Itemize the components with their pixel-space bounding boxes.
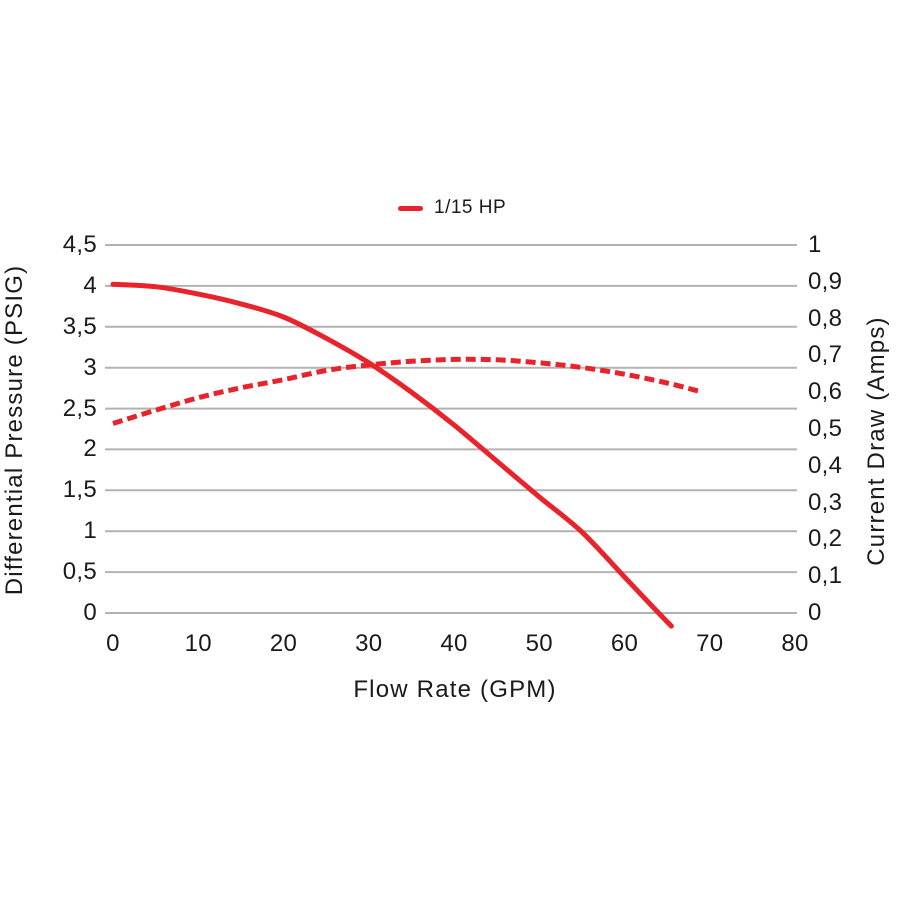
y-right-tick-label: 0,2 xyxy=(808,525,843,553)
y-left-tick-label: 4 xyxy=(83,271,97,299)
x-axis-title: Flow Rate (GPM) xyxy=(353,676,557,703)
legend: 1/15 HP xyxy=(398,197,506,219)
x-tick-label: 80 xyxy=(781,630,809,657)
y-left-tick-label: 2,5 xyxy=(62,394,97,422)
y-right-tick-label: 0,8 xyxy=(808,304,843,332)
x-tick-label: 0 xyxy=(106,630,120,657)
y-right-tick-label: 0,6 xyxy=(808,378,843,406)
y-right-tick-label: 0,4 xyxy=(808,451,843,479)
y-left-tick-label: 3,5 xyxy=(62,312,97,340)
y-left-tick-label: 0,5 xyxy=(62,558,97,586)
x-tick-label: 30 xyxy=(355,630,383,657)
y-right-tick-label: 0,3 xyxy=(808,488,843,516)
y-right-tick-label: 0,7 xyxy=(808,341,843,369)
legend-line-swatch xyxy=(398,205,423,211)
y-right-tick-label: 0 xyxy=(808,599,822,626)
y-right-tick-label: 0,5 xyxy=(808,415,843,442)
x-tick-label: 60 xyxy=(610,630,639,657)
x-tick-label: 70 xyxy=(696,630,724,657)
y-left-tick-label: 3 xyxy=(83,353,97,381)
x-tick-label: 40 xyxy=(440,630,468,657)
x-tick-label: 50 xyxy=(525,630,553,657)
x-tick-label: 10 xyxy=(184,630,212,657)
y-right-tick-label: 0,1 xyxy=(808,562,843,590)
y-left-tick-label: 1,5 xyxy=(62,476,97,504)
y-right-tick-label: 0,9 xyxy=(808,267,843,295)
y-right-tick-label: 1 xyxy=(808,231,822,258)
legend-label: 1/15 HP xyxy=(434,197,507,218)
current-draw-1-15-hp-curve xyxy=(112,356,702,426)
differential-pressure-1-15-hp-curve xyxy=(110,281,674,629)
x-tick-label: 20 xyxy=(269,630,298,657)
y-left-tick-label: 0 xyxy=(83,599,97,626)
y-left-tick-label: 1 xyxy=(83,517,97,545)
y-left-tick-label: 2 xyxy=(83,435,97,463)
y-left-tick-label: 4,5 xyxy=(62,231,97,258)
